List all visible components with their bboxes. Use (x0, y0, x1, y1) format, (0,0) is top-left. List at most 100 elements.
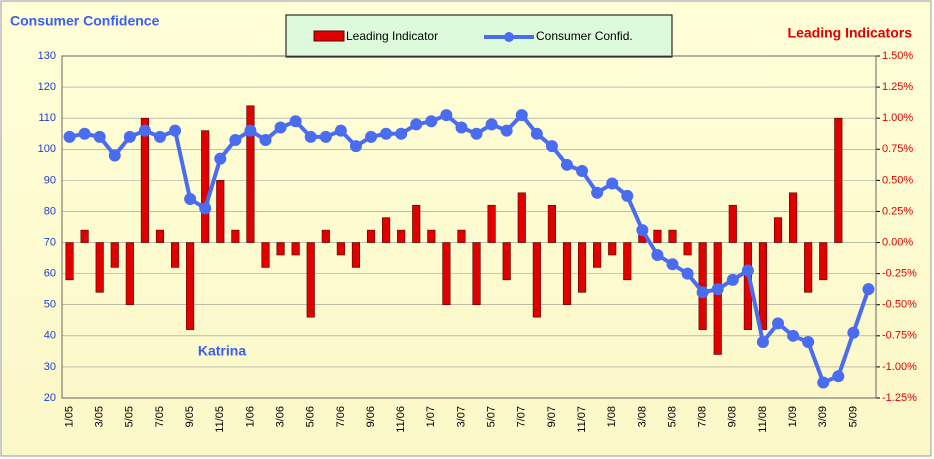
y-tick-label: 130 (38, 50, 56, 62)
point (184, 193, 197, 206)
point (817, 376, 830, 389)
bar (517, 192, 526, 243)
point (63, 130, 76, 143)
point (123, 130, 136, 143)
x-tick-label: 3/08 (636, 406, 648, 427)
point (651, 248, 664, 261)
x-tick-label: 9/06 (365, 406, 377, 427)
point (289, 115, 302, 128)
point (395, 127, 408, 140)
point (787, 329, 800, 342)
y2-tick-label: 0.25% (882, 205, 913, 217)
bar (412, 204, 421, 243)
point (169, 124, 182, 137)
legend-swatch (313, 30, 345, 42)
y2-tick-label: -1.25% (882, 392, 917, 404)
x-tick-label: 11/07 (576, 406, 588, 433)
bar (125, 242, 134, 306)
bar (683, 242, 692, 256)
y2-tick-label: 1.50% (882, 50, 913, 62)
point (199, 202, 212, 215)
bar (653, 229, 662, 243)
bar (140, 117, 149, 243)
y2-tick-label: -0.75% (882, 330, 917, 342)
y2-tick-label: -0.25% (882, 268, 917, 280)
bar (276, 242, 285, 256)
point (108, 149, 121, 162)
x-tick-label: 9/07 (546, 406, 558, 427)
x-tick-label: 1/07 (425, 406, 437, 427)
y-tick-label: 20 (44, 392, 56, 404)
bar (789, 192, 798, 243)
y-tick-label: 70 (44, 236, 56, 248)
point (772, 317, 785, 330)
bar (713, 242, 722, 355)
point (576, 165, 589, 178)
point (304, 130, 317, 143)
point (515, 109, 528, 122)
bar (366, 229, 376, 243)
y-tick-label: 120 (38, 81, 56, 93)
bar (502, 242, 511, 281)
point (274, 121, 287, 134)
legend-label: Consumer Confid. (536, 29, 633, 43)
bar (593, 242, 602, 268)
point (410, 118, 423, 131)
bar (216, 180, 225, 243)
bar (246, 105, 255, 243)
point (349, 140, 362, 153)
y2-tick-label: -0.50% (882, 299, 917, 311)
point (440, 109, 453, 122)
point (756, 336, 769, 349)
legend-label: Leading Indicator (346, 29, 438, 43)
y2-tick-label: 0.50% (882, 174, 913, 186)
x-tick-label: 5/06 (305, 406, 317, 427)
point (560, 158, 573, 171)
point (606, 177, 619, 190)
point (319, 130, 332, 143)
x-tick-label: 3/05 (94, 406, 106, 427)
bar (577, 242, 587, 293)
bar (80, 229, 89, 243)
bar (532, 242, 541, 318)
bar (382, 217, 391, 243)
y-tick-label: 80 (44, 205, 56, 217)
y2-title: Leading Indicators (788, 25, 913, 41)
x-tick-label: 11/05 (214, 406, 226, 433)
x-tick-label: 1/06 (244, 406, 256, 427)
bar (442, 242, 451, 306)
point (229, 133, 242, 146)
point (455, 121, 468, 134)
bar (110, 242, 119, 268)
bar (351, 242, 361, 268)
y2-tick-label: 1.25% (882, 81, 913, 93)
point (545, 140, 558, 153)
x-tick-label: 11/06 (395, 406, 407, 433)
x-tick-label: 1/08 (606, 406, 618, 427)
point (93, 130, 106, 143)
bar (623, 242, 632, 281)
point (832, 370, 845, 383)
x-tick-label: 1/09 (787, 406, 799, 427)
bar (186, 242, 195, 330)
y-tick-label: 50 (44, 299, 56, 311)
point (365, 130, 378, 143)
x-tick-label: 5/09 (847, 406, 859, 427)
bar (170, 242, 180, 268)
point (153, 130, 166, 143)
x-tick-label: 7/05 (154, 406, 166, 427)
y2-tick-label: 0.75% (882, 143, 913, 155)
bar (95, 242, 104, 293)
point (591, 186, 604, 199)
bar (231, 229, 240, 243)
point (862, 283, 875, 296)
point (726, 273, 739, 286)
bar (487, 204, 496, 243)
point (78, 127, 91, 140)
point (214, 152, 227, 165)
plot-border (61, 55, 877, 399)
y-title: Consumer Confidence (10, 13, 160, 29)
bar (758, 242, 768, 330)
point (666, 258, 679, 271)
